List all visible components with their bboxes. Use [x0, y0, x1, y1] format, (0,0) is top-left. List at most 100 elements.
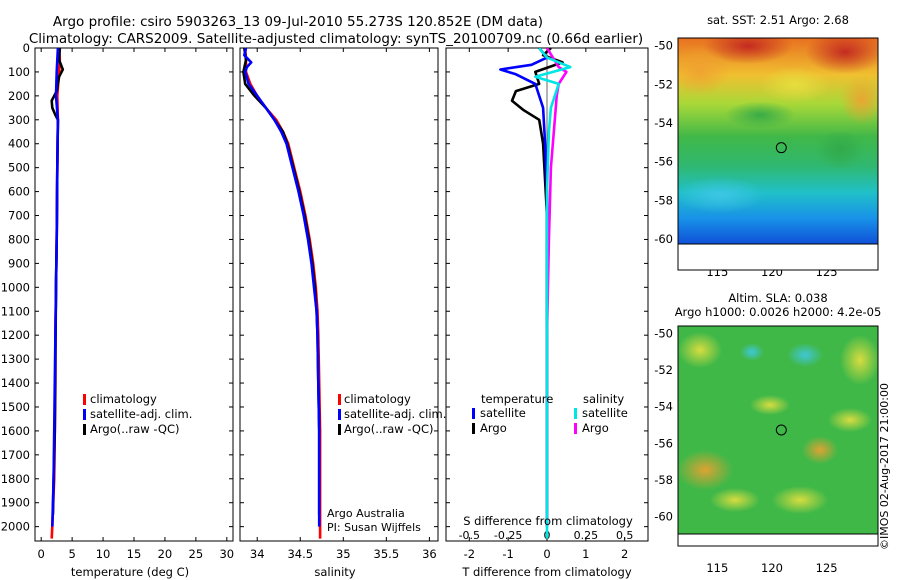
y-tick-label: 1800	[1, 472, 30, 486]
x-tick-label: 35.5	[374, 547, 400, 561]
sla-map-title-1: Altim. SLA: 0.038	[728, 291, 827, 305]
map-y-tick-label: -52	[654, 363, 673, 377]
y-tick-label: 900	[8, 256, 30, 270]
salinity-plot-frame	[239, 47, 439, 542]
temperature-axis-label: temperature (deg C)	[71, 565, 189, 579]
sst-map-image	[678, 38, 878, 244]
x-tick-label: 30	[219, 547, 234, 561]
series-line-satellite-adj-clim	[243, 48, 321, 527]
profile-location-marker	[775, 142, 787, 154]
temperature-plot-frame	[34, 47, 234, 542]
s-difference-label: S difference from climatology	[463, 514, 633, 528]
legend-label-s-argo: Argo	[582, 421, 609, 435]
x-tick-label: 5	[68, 547, 75, 561]
title-line-2: Climatology: CARS2009. Satellite-adjuste…	[29, 31, 643, 47]
x-tick-label: 36	[422, 547, 437, 561]
map-y-tick-label: -56	[654, 155, 673, 169]
legend-label-t-argo: Argo	[480, 421, 507, 435]
map-y-tick-label: -58	[654, 473, 673, 487]
profile-location-marker	[775, 424, 787, 436]
difference-lines	[499, 48, 572, 541]
difference-legend: temperature salinity satellite Argo sate…	[463, 392, 633, 528]
sst-map-below	[677, 243, 879, 271]
legend-swatch-climatology	[338, 394, 341, 405]
x-tick-label: 0	[38, 547, 45, 561]
y-tick-label: 300	[8, 113, 30, 127]
sla-map-image	[678, 326, 878, 534]
sla-map: Altim. SLA: 0.038 Argo h1000: 0.0026 h20…	[675, 291, 882, 547]
map-y-tick-label: -54	[654, 400, 673, 414]
x-tick-label: 35	[336, 547, 351, 561]
y-tick-label: 1400	[1, 376, 30, 390]
legend-header-temperature: temperature	[481, 392, 553, 406]
legend-label-t-satellite: satellite	[480, 406, 526, 420]
y-tick-label: 2000	[1, 520, 30, 534]
s-diff-tick-label: 0.25	[574, 529, 599, 542]
y-tick-label: 1900	[1, 496, 30, 510]
legend-label-argo: Argo(..raw -QC)	[90, 422, 180, 436]
series-line-satellite-adj-clim	[51, 48, 60, 527]
x-tick-label: 25	[189, 547, 204, 561]
y-tick-label: 1600	[1, 424, 30, 438]
legend-swatch-s-argo	[574, 423, 577, 434]
map-y-tick-label: -56	[654, 436, 673, 450]
sla-map-title-2: Argo h1000: 0.0026 h2000: 4.2e-05	[675, 305, 882, 319]
y-tick-label: 1200	[1, 328, 30, 342]
annotation-argo-australia: Argo Australia	[327, 507, 405, 520]
map-x-tick-label: 115	[706, 561, 728, 575]
map-y-tick-label: -60	[654, 510, 673, 524]
map-y-tick-label: -50	[654, 326, 673, 340]
y-tick-label: 1500	[1, 400, 30, 414]
legend-swatch-argo	[338, 424, 341, 435]
temperature-legend: climatology satellite-adj. clim. Argo(..…	[83, 392, 192, 436]
legend-swatch-t-argo	[472, 423, 475, 434]
sla-map-below	[677, 533, 879, 547]
y-tick-label: 500	[8, 161, 30, 175]
legend-label-satellite: satellite-adj. clim.	[90, 407, 192, 421]
legend-label-climatology: climatology	[90, 392, 157, 406]
x-tick-label: 34	[250, 547, 265, 561]
axes-layer: 0100200300400500600700800900100011001200…	[1, 39, 838, 575]
series-line-argo-raw-qc	[242, 48, 321, 515]
temperature-lines	[50, 48, 65, 539]
x-tick-label: 15	[127, 547, 142, 561]
s-diff-tick-label: -0.5	[459, 529, 480, 542]
x-tick-label: 34.5	[287, 547, 313, 561]
legend-label-satellite: satellite-adj. clim.	[344, 407, 446, 421]
series-line-climatology	[243, 48, 322, 539]
legend-swatch-argo	[83, 424, 86, 435]
map-y-tick-label: -52	[654, 77, 673, 91]
y-tick-label: 1700	[1, 448, 30, 462]
x-tick-label: 2	[621, 547, 628, 561]
y-tick-label: 400	[8, 137, 30, 151]
legend-header-salinity: salinity	[583, 392, 624, 406]
x-tick-label: 0	[543, 547, 550, 561]
legend-label-argo: Argo(..raw -QC)	[344, 422, 434, 436]
x-tick-label: 10	[96, 547, 111, 561]
map-y-tick-label: -50	[654, 39, 673, 53]
x-tick-label: 20	[158, 547, 173, 561]
y-tick-label: 1000	[1, 280, 30, 294]
x-tick-label: -1	[502, 547, 513, 561]
salinity-axis-label: salinity	[314, 565, 355, 579]
x-tick-label: 1	[582, 547, 589, 561]
sst-map-title: sat. SST: 2.51 Argo: 2.68	[707, 13, 849, 27]
map-y-tick-label: -58	[654, 193, 673, 207]
legend-swatch-climatology	[83, 394, 86, 405]
salinity-lines	[242, 48, 322, 539]
y-tick-label: 700	[8, 209, 30, 223]
annotation-pi: PI: Susan Wijffels	[327, 521, 421, 534]
s-diff-tick-label: 0.5	[616, 529, 634, 542]
title-line-1: Argo profile: csiro 5903263_13 09-Jul-20…	[53, 14, 543, 30]
salinity-legend: climatology satellite-adj. clim. Argo(..…	[327, 392, 446, 534]
map-y-tick-label: -54	[654, 116, 673, 130]
legend-swatch-satellite	[338, 409, 341, 420]
y-tick-label: 200	[8, 89, 30, 103]
x-tick-label: -2	[464, 547, 475, 561]
map-x-tick-label: 125	[816, 561, 838, 575]
legend-swatch-s-satellite	[574, 408, 577, 419]
s-diff-tick-label: -0.25	[494, 529, 522, 542]
y-tick-label: 800	[8, 232, 30, 246]
difference-axis-label: T difference from climatology	[461, 565, 632, 579]
